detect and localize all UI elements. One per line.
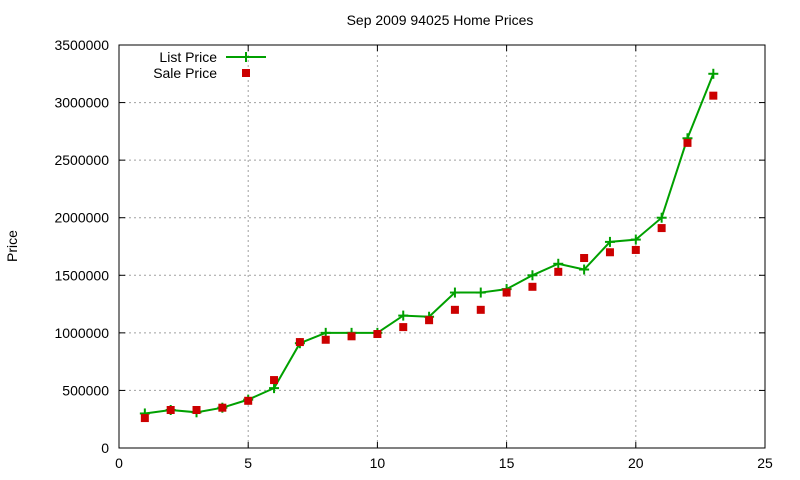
chart-title: Sep 2009 94025 Home Prices: [347, 12, 534, 28]
sale-price-point: [502, 288, 511, 297]
sale-price-point: [683, 138, 692, 147]
sale-price-point: [605, 248, 614, 257]
sale-price-point: [347, 332, 356, 341]
y-tick-label: 2000000: [54, 210, 109, 226]
list-price-point: [656, 212, 667, 223]
legend-label: Sale Price: [153, 65, 217, 81]
sale-price-point: [476, 305, 485, 314]
legend-square-swatch: [242, 69, 250, 77]
sale-price-point: [554, 267, 563, 276]
y-tick-label: 2500000: [54, 152, 109, 168]
list-price-point: [579, 264, 590, 275]
legend-label: List Price: [159, 49, 217, 65]
list-price-point: [269, 383, 280, 394]
list-price-point: [527, 270, 538, 281]
sale-price-point: [321, 335, 330, 344]
sale-price-point: [373, 330, 382, 339]
list-price-line: [144, 73, 715, 415]
sale-price-point: [295, 338, 304, 347]
sale-price-point: [631, 245, 640, 254]
plot-frame: [118, 44, 766, 449]
sale-price-point: [709, 91, 718, 100]
axis-ticks: 0 5 10 15 20 25 0 500000 1000000 1500000 2000000 25…: [54, 37, 773, 471]
list-price-point: [475, 287, 486, 298]
list-price-point: [553, 258, 564, 269]
y-tick-label: 3000000: [54, 95, 109, 111]
sale-price-point: [192, 406, 201, 415]
list-price-point: [630, 234, 641, 245]
sale-price-point: [218, 403, 227, 412]
series-sale-price: [140, 91, 718, 423]
grid: [119, 45, 765, 448]
y-tick-label: 3500000: [54, 37, 109, 53]
plot-series: [139, 68, 719, 423]
sale-price-point: [450, 305, 459, 314]
sale-price-point: [580, 254, 589, 263]
x-tick-label: 5: [244, 455, 252, 471]
sale-price-point: [140, 414, 149, 423]
y-tick-label: 1000000: [54, 325, 109, 341]
list-price-point: [604, 236, 615, 247]
x-tick-label: 10: [370, 455, 386, 471]
list-price-point: [449, 287, 460, 298]
y-axis-label: Price: [4, 230, 20, 262]
x-tick-label: 15: [499, 455, 515, 471]
sale-price-point: [270, 376, 279, 385]
sale-price-point: [657, 224, 666, 233]
list-price-point: [398, 310, 409, 321]
series-list-price: [139, 68, 719, 419]
x-tick-label: 25: [757, 455, 773, 471]
sale-price-point: [244, 396, 253, 405]
sale-price-point: [399, 323, 408, 332]
x-tick-label: 20: [628, 455, 644, 471]
x-tick-label: 0: [115, 455, 123, 471]
y-tick-label: 1500000: [54, 267, 109, 283]
legend-plus-swatch: [241, 52, 251, 62]
sale-price-point: [528, 282, 537, 291]
sale-price-point: [166, 406, 175, 415]
sale-price-point: [425, 316, 434, 325]
y-tick-label: 0: [101, 440, 109, 456]
y-tick-label: 500000: [62, 382, 109, 398]
list-price-point: [708, 68, 719, 79]
